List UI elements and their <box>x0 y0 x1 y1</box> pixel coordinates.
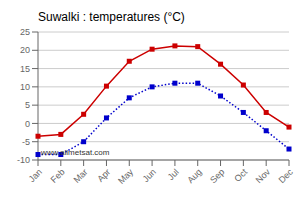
svg-text:Apr: Apr <box>95 167 112 184</box>
svg-text:10: 10 <box>20 82 30 92</box>
svg-text:Sep: Sep <box>208 167 226 185</box>
svg-text:Mar: Mar <box>72 167 90 185</box>
svg-text:5: 5 <box>25 100 30 110</box>
svg-text:Oct: Oct <box>232 167 249 184</box>
svg-text:Dec: Dec <box>277 167 296 186</box>
html-text:Suwalki : temperatures (°C): Suwalki : temperatures (°C) <box>38 10 185 24</box>
svg-text:Nov: Nov <box>254 167 273 186</box>
html-text:www.allmetsat.com: www.allmetsat.com <box>41 148 110 157</box>
svg-text:Feb: Feb <box>49 167 67 185</box>
svg-text:Jul: Jul <box>166 167 181 182</box>
svg-text:15: 15 <box>20 64 30 74</box>
svg-text:-10: -10 <box>17 155 30 165</box>
svg-text:25: 25 <box>20 27 30 37</box>
svg-text:0: 0 <box>25 119 30 129</box>
svg-text:Aug: Aug <box>185 167 203 185</box>
svg-text:May: May <box>116 167 135 186</box>
svg-text:-5: -5 <box>22 137 30 147</box>
svg-text:Jan: Jan <box>27 167 44 184</box>
svg-text:Jun: Jun <box>141 167 158 184</box>
svg-text:20: 20 <box>20 45 30 55</box>
